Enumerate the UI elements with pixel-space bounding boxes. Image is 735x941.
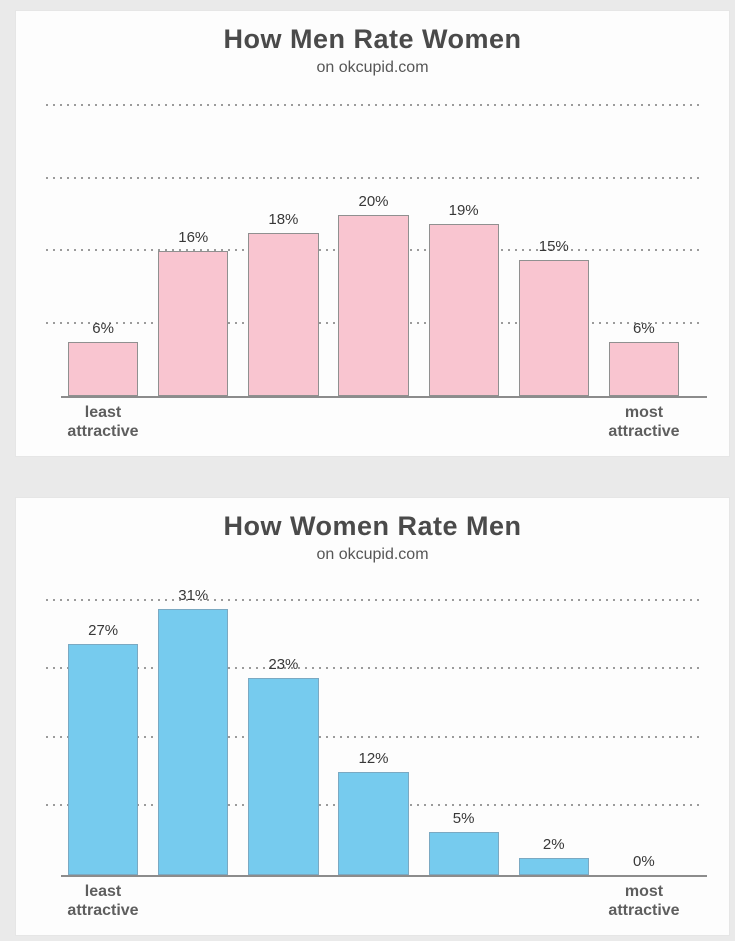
- x-axis-label-least-attractive: least attractive: [67, 404, 139, 440]
- plot-area: 6% 16% 18% 20% 19% 15% 6%: [46, 88, 701, 396]
- chart-subtitle: on okcupid.com: [316, 59, 429, 76]
- bar-group: 19%: [428, 88, 499, 396]
- bar-value-label: 5%: [452, 810, 475, 828]
- bar-group: 2%: [518, 575, 589, 875]
- bar: [338, 772, 409, 875]
- bar-value-label: 12%: [358, 750, 389, 768]
- bar-value-label: 2%: [542, 835, 565, 853]
- bar: [518, 260, 589, 396]
- bar-group: 6%: [68, 88, 139, 396]
- bar-value-label: 6%: [633, 319, 655, 337]
- bar-group: 5%: [428, 575, 499, 875]
- gridline: [46, 598, 701, 601]
- gridline: [46, 176, 701, 179]
- bar: [158, 251, 229, 396]
- bar: [248, 677, 319, 875]
- bar-group: 16%: [158, 88, 229, 396]
- gridline: [46, 735, 701, 738]
- x-axis-line: [61, 875, 707, 877]
- bar-value-label: 6%: [92, 319, 114, 337]
- bar-value-label: 20%: [358, 192, 389, 210]
- x-axis-labels: least attractive most attractive: [46, 877, 701, 927]
- bar: [338, 214, 409, 396]
- bar-group: 23%: [248, 575, 319, 875]
- x-axis-label-most-attractive: most attractive: [608, 404, 680, 440]
- bars: 6% 16% 18% 20% 19% 15% 6%: [46, 88, 701, 396]
- bar: [248, 232, 319, 396]
- bar-group: 12%: [338, 575, 409, 875]
- bar-value-label: 0%: [633, 853, 655, 870]
- plot-area: 27% 31% 23% 12% 5% 2% 0%: [46, 575, 701, 875]
- bar-value-label: 15%: [538, 238, 569, 256]
- bar-group: 15%: [518, 88, 589, 396]
- bar-value-label: 31%: [178, 587, 209, 605]
- bar-group: 0%: [609, 575, 679, 875]
- bar: [608, 341, 679, 396]
- bar: [428, 832, 499, 875]
- bar-group: 18%: [248, 88, 319, 396]
- x-axis-labels: least attractive most attractive: [46, 398, 701, 448]
- bar: [518, 857, 589, 875]
- bar-value-label: 23%: [268, 655, 299, 673]
- chart-how-women-rate-men: How Women Rate Men on okcupid.com 27% 31%…: [15, 497, 730, 936]
- x-axis-line: [61, 396, 707, 398]
- bar: [158, 609, 229, 875]
- chart-title: How Men Rate Women: [223, 24, 522, 54]
- x-axis-label-most-attractive: most attractive: [608, 883, 680, 919]
- bar-group: 31%: [158, 575, 229, 875]
- bar-value-label: 27%: [88, 621, 119, 639]
- chart-subtitle: on okcupid.com: [316, 546, 429, 563]
- bar-group: 27%: [68, 575, 139, 875]
- bar-value-label: 16%: [178, 229, 209, 247]
- x-axis-label-least-attractive: least attractive: [67, 883, 139, 919]
- bar: [428, 223, 499, 396]
- bar: [68, 341, 139, 396]
- gridline: [46, 104, 701, 107]
- bar-group: 20%: [338, 88, 409, 396]
- gridline: [46, 667, 701, 670]
- bar: [68, 643, 139, 875]
- bars: 27% 31% 23% 12% 5% 2% 0%: [46, 575, 701, 875]
- bar-value-label: 19%: [448, 201, 479, 219]
- bar-value-label: 18%: [268, 210, 299, 228]
- bar-group: 6%: [608, 88, 679, 396]
- chart-how-men-rate-women: How Men Rate Women on okcupid.com 6% 16% 1…: [15, 10, 730, 457]
- chart-title: How Women Rate Men: [223, 511, 522, 541]
